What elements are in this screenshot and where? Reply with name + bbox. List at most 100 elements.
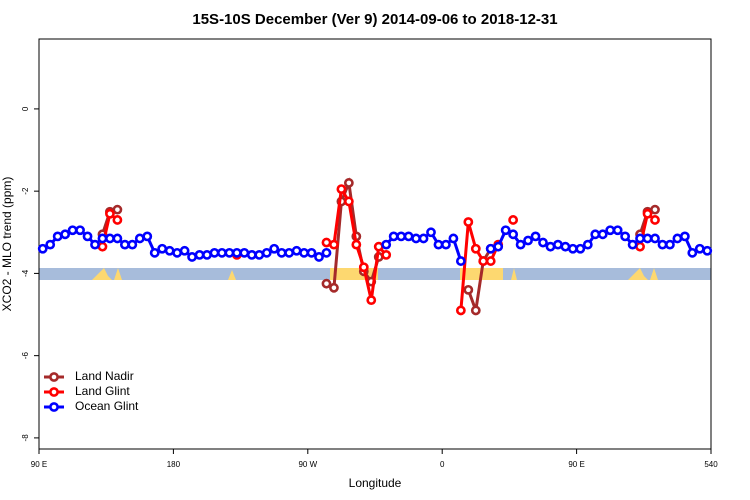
data-point (597, 229, 608, 240)
chart-title: 15S-10S December (Ver 9) 2014-09-06 to 2… (192, 11, 557, 28)
data-point (657, 239, 668, 250)
x-tick-label: 0 (440, 460, 445, 469)
data-point (418, 233, 429, 244)
data-point (567, 243, 578, 254)
data-point (679, 231, 690, 242)
data-point (381, 249, 392, 260)
x-tick-label: 90 E (568, 460, 584, 469)
data-point (635, 233, 645, 244)
land-spike (511, 268, 517, 280)
data-point (187, 252, 197, 262)
data-point (119, 239, 130, 250)
x-axis-label: Longitude (349, 476, 402, 490)
data-point (269, 243, 280, 254)
legend-marker (49, 387, 59, 397)
data-point (582, 239, 593, 250)
data-point (343, 196, 354, 207)
data-point (202, 249, 212, 260)
data-point (396, 231, 407, 242)
data-point (620, 231, 631, 242)
data-point (52, 231, 63, 242)
data-point (164, 245, 175, 256)
x-tick-label: 180 (167, 460, 181, 469)
data-point (411, 233, 421, 244)
data-point (523, 235, 533, 246)
data-point (642, 233, 653, 244)
data-point (485, 243, 496, 254)
data-point (134, 233, 145, 244)
data-point (351, 239, 362, 250)
data-point (650, 215, 660, 225)
data-point (321, 278, 332, 289)
data-point (441, 239, 451, 250)
data-point (239, 247, 250, 258)
legend-marker (49, 402, 59, 412)
data-point (149, 247, 160, 258)
data-point (358, 262, 369, 273)
data-point (448, 233, 459, 244)
data-point (381, 239, 392, 250)
data-point (538, 237, 548, 248)
data-point (665, 239, 675, 250)
data-point (254, 249, 265, 260)
data-point (650, 204, 660, 215)
y-tick-label: -4 (21, 269, 30, 277)
data-point (545, 241, 556, 252)
data-point (500, 225, 511, 236)
y-tick-label: -6 (21, 352, 30, 360)
y-axis-label: XCO2 - MLO trend (ppm) (0, 177, 14, 312)
data-point (470, 305, 481, 316)
data-point (82, 231, 93, 242)
data-point (314, 252, 324, 262)
data-point (37, 243, 48, 254)
data-point (179, 245, 190, 256)
land-spike (228, 270, 236, 280)
data-point (463, 284, 474, 295)
data-point (605, 225, 616, 236)
data-point (246, 249, 257, 260)
x-tick-label: 90 E (31, 460, 47, 469)
data-point (530, 231, 541, 242)
data-point (336, 184, 347, 195)
data-point (209, 247, 220, 258)
data-point (194, 249, 205, 260)
data-point (105, 233, 115, 244)
data-point (157, 243, 168, 254)
data-point (672, 233, 683, 244)
data-point (343, 178, 354, 188)
data-point (508, 229, 519, 240)
data-point (112, 204, 123, 215)
data-point (224, 247, 235, 258)
data-point (493, 241, 504, 252)
data-point (508, 215, 519, 225)
x-tick-label: 90 W (298, 460, 317, 469)
data-point (67, 225, 78, 236)
data-point (702, 245, 713, 256)
data-point (426, 227, 436, 238)
data-point (627, 239, 638, 250)
data-point (373, 241, 384, 252)
data-point (650, 233, 660, 244)
data-point (217, 247, 227, 258)
data-point (105, 208, 115, 219)
data-point (388, 231, 399, 242)
data-point (433, 239, 444, 250)
y-tick-label: -2 (21, 187, 30, 195)
data-point (403, 231, 414, 242)
data-point (687, 247, 698, 258)
x-tick-label: 540 (704, 460, 718, 469)
data-point (284, 247, 295, 258)
data-point (291, 245, 302, 256)
data-point (478, 256, 489, 266)
data-point (97, 233, 108, 244)
legend-label: Land Glint (75, 384, 130, 398)
land-spike (92, 268, 112, 280)
data-point (590, 229, 601, 240)
data-point (635, 241, 645, 252)
data-point (231, 247, 242, 258)
data-point (261, 247, 272, 258)
plot-frame (38, 38, 712, 450)
data-point (127, 239, 138, 250)
data-point (612, 225, 623, 236)
data-point (45, 239, 56, 250)
